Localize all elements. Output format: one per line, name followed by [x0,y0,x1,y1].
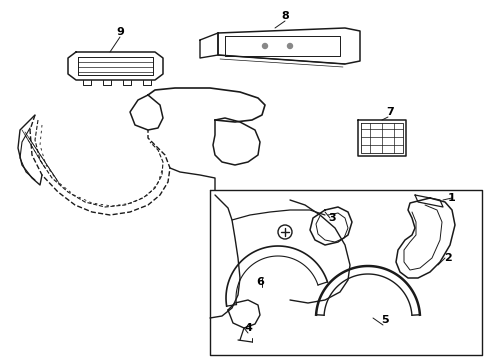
Text: 8: 8 [281,11,289,21]
Text: 3: 3 [328,213,336,223]
Text: 7: 7 [386,107,394,117]
Text: 1: 1 [448,193,456,203]
Circle shape [288,44,293,49]
Text: 4: 4 [244,323,252,333]
Text: 5: 5 [381,315,389,325]
Text: 6: 6 [256,277,264,287]
Text: 9: 9 [116,27,124,37]
Circle shape [263,44,268,49]
Text: 2: 2 [444,253,452,263]
